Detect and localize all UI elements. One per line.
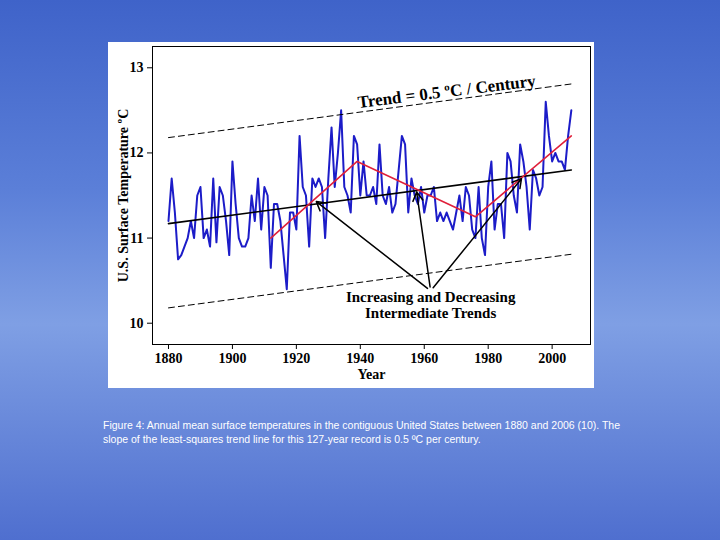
svg-text:Trend = 0.5 ºC / Century: Trend = 0.5 ºC / Century [357,71,537,112]
svg-text:1960: 1960 [410,351,438,366]
svg-text:Year: Year [358,367,386,382]
svg-text:10: 10 [130,316,144,331]
svg-text:12: 12 [130,145,144,160]
svg-text:1980: 1980 [474,351,502,366]
svg-text:1900: 1900 [218,351,246,366]
svg-text:2000: 2000 [538,351,566,366]
svg-text:13: 13 [130,60,144,75]
svg-text:1880: 1880 [154,351,182,366]
svg-text:U.S. Surface Temperature ºC: U.S. Surface Temperature ºC [116,109,131,283]
svg-text:11: 11 [130,231,143,246]
html-text:Figure 4: Annual mean surface: Figure 4: Annual mean surface temperatur… [103,419,620,445]
svg-text:1920: 1920 [282,351,310,366]
svg-text:Increasing and DecreasingInter: Increasing and DecreasingIntermediate Tr… [346,289,516,321]
svg-text:1940: 1940 [346,351,374,366]
